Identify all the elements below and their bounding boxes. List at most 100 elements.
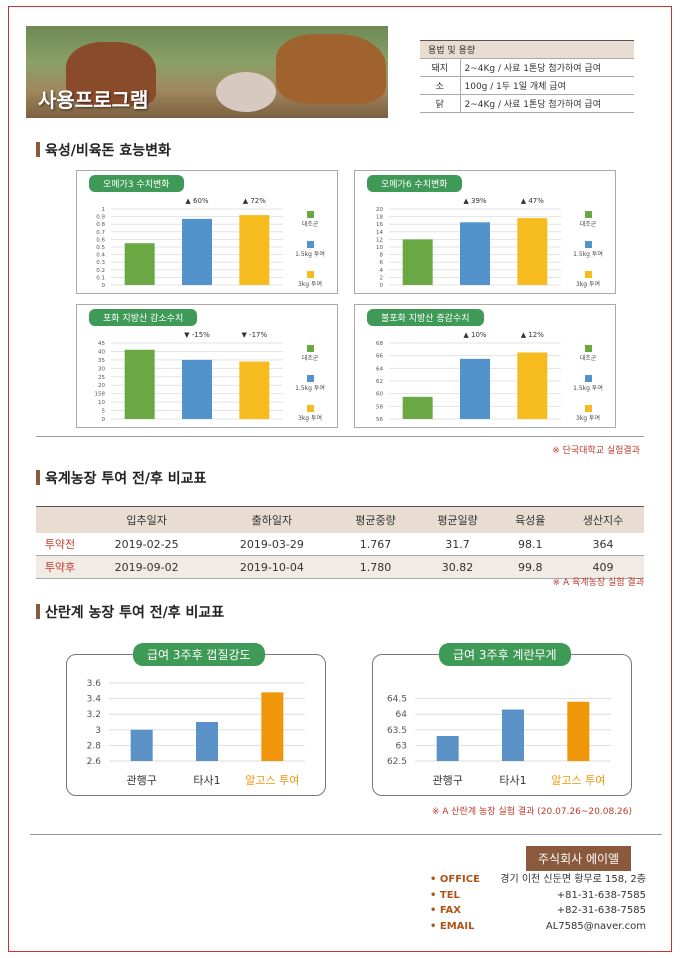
tick-label: 35: [98, 358, 105, 364]
column-header: 입추일자: [84, 506, 210, 533]
table-cell: 364: [561, 533, 644, 556]
tick-label: 0.1: [96, 275, 105, 281]
legend-swatch: [585, 375, 592, 382]
section-title-layer: 산란계 농장 투여 전/후 비교표: [36, 602, 224, 622]
tick-label: 0.4: [96, 253, 105, 259]
legend-label: 대조군: [580, 220, 597, 228]
contact-value: +82-31-638-7585: [556, 905, 646, 916]
row-label: 투약후: [36, 555, 84, 579]
tick-label: 1: [102, 207, 106, 213]
tick-label: 62: [376, 379, 383, 385]
divider: [36, 436, 644, 437]
tick-label: 64.5: [387, 695, 407, 705]
chart-title: 급여 3주후 껍질강도: [133, 643, 265, 666]
tick-label: 6: [380, 260, 384, 266]
category-label: 타사1: [193, 774, 220, 787]
banner-image: 사용프로그램: [26, 26, 388, 118]
tick-label: 58: [376, 404, 383, 410]
table-cell: 98.1: [498, 533, 562, 556]
tick-label: 0: [380, 283, 384, 289]
tick-label: 56: [376, 417, 383, 423]
chart-omega6: 오메가6 수치변화 0 2 4 6 8 10 12 14 16 18 20 ▲ 39% ▲ 47% 대조군…: [354, 170, 616, 294]
tick-label: 68: [376, 341, 383, 347]
usage-dose: 2~4Kg / 사료 1톤당 첨가하여 급여: [460, 58, 634, 77]
tick-label: 63.5: [387, 726, 407, 736]
contact-row: • TEL +81-31-638-7585: [430, 888, 646, 904]
chart-title: 급여 3주후 계란무게: [439, 643, 571, 666]
tick-label: 40: [98, 349, 105, 355]
tick-label: 3.4: [87, 695, 102, 705]
tick-label: 0: [102, 283, 106, 289]
page-border: [8, 6, 672, 952]
table-row: 투약후 2019-09-02 2019-10-04 1.780 30.82 99…: [36, 555, 644, 579]
chart-omega3: 오메가3 수치변화 0 0.1 0.2 0.3 0.4 0.5 0.6 0.7 0.8 0.9 1 ▲…: [76, 170, 338, 294]
contact-label: • FAX: [430, 905, 462, 916]
category-label: 알고스 투여: [245, 773, 299, 787]
change-annotation: ▲ 10%: [463, 331, 487, 339]
column-header: 생산지수: [561, 506, 644, 533]
chart-unsaturated-fat: 불포화 지방산 증감수치 56 58 60 62 64 66 68 ▲ 10% ▲ 12% 대조군…: [354, 304, 616, 428]
tick-label: 14: [376, 230, 383, 236]
bar: [402, 396, 433, 419]
tick-label: 64: [376, 366, 383, 372]
usage-table: 용법 및 용량 돼지 2~4Kg / 사료 1톤당 첨가하여 급여 소 100g /…: [420, 40, 634, 113]
tick-label: 0.7: [96, 230, 105, 236]
cow-figure: [276, 34, 386, 104]
tick-label: 0.8: [96, 222, 105, 228]
change-annotation: ▲ 72%: [243, 197, 267, 205]
tick-label: 0: [102, 417, 106, 423]
table-cell: 2019-02-25: [84, 533, 210, 556]
usage-animal: 돼지: [420, 58, 461, 77]
table-cell: 1.780: [334, 555, 417, 579]
tick-label: 60: [376, 392, 383, 398]
legend-label: 3kg 투여: [576, 414, 600, 422]
tick-label: 30: [98, 366, 105, 372]
legend-swatch: [307, 211, 314, 218]
table-cell: 2019-09-02: [84, 555, 210, 579]
tick-label: 10: [376, 245, 383, 251]
table-cell: 1.767: [334, 533, 417, 556]
tick-label: 0.3: [96, 260, 105, 266]
tick-label: 62.5: [387, 757, 407, 767]
tick-label: 3.6: [87, 679, 102, 689]
change-annotation: ▲ 12%: [521, 331, 545, 339]
legend-label: 1.5kg 투여: [573, 384, 603, 392]
tick-label: 64: [396, 710, 408, 720]
table-cell: 30.82: [416, 555, 499, 579]
tick-label: 0.6: [96, 237, 105, 243]
table-header-row: 입추일자 출하일자 평균중량 평균일량 육성율 생산지수: [36, 506, 644, 533]
tick-label: 3: [95, 726, 101, 736]
tick-label: 66: [376, 354, 383, 360]
legend-label: 대조군: [302, 354, 319, 362]
contact-label: • TEL: [430, 889, 460, 901]
tick-label: 8: [380, 253, 384, 259]
broiler-table: 입추일자 출하일자 평균중량 평균일량 육성율 생산지수 투약전 2019-02…: [36, 506, 644, 579]
tick-label: 25: [98, 375, 105, 381]
contact-label: • EMAIL: [430, 920, 475, 932]
usage-dose: 2~4Kg / 사료 1톤당 첨가하여 급여: [460, 94, 634, 113]
chart-title: 불포화 지방산 증감수치: [367, 309, 484, 326]
contact-row: • FAX +82-31-638-7585: [430, 903, 646, 919]
section-note: ※ A 산란계 농장 실험 결과 (20.07.26~20.08.26): [431, 807, 632, 817]
tick-label: 63: [396, 741, 407, 751]
tick-label: 10: [98, 400, 105, 406]
tick-label: 3.2: [87, 710, 101, 720]
chart-shell-strength: 급여 3주후 껍질강도 2.6 2.8 3 3.2 3.4 3.6 관행구 타사1 알고스 투여: [66, 643, 326, 796]
legend-label: 3kg 투여: [298, 280, 322, 288]
legend-label: 대조군: [580, 354, 597, 362]
tick-label: 2: [380, 275, 384, 281]
banner-title: 사용프로그램: [38, 88, 149, 112]
table-cell: 2019-03-29: [209, 533, 335, 556]
contact-info: • OFFICE 경기 이천 신둔면 황무로 158, 2층 • TEL +81-3…: [430, 872, 646, 934]
chart-title: 포화 지방산 감소수치: [89, 309, 198, 326]
bar: [182, 218, 212, 285]
tick-label: 20: [376, 207, 383, 213]
table-cell: 99.8: [498, 555, 562, 579]
category-label: 관행구: [432, 774, 462, 787]
chart-saturated-fat: 포화 지방산 감소수치 0 5 10 158 20 25 30 35 40 45 ▼ -15% ▼ -…: [76, 304, 338, 428]
tick-label: 0.2: [96, 268, 105, 274]
table-cell: 409: [561, 555, 644, 579]
chart-title: 오메가6 수치변화: [367, 175, 462, 192]
bar: [261, 692, 284, 761]
bar: [182, 359, 212, 419]
